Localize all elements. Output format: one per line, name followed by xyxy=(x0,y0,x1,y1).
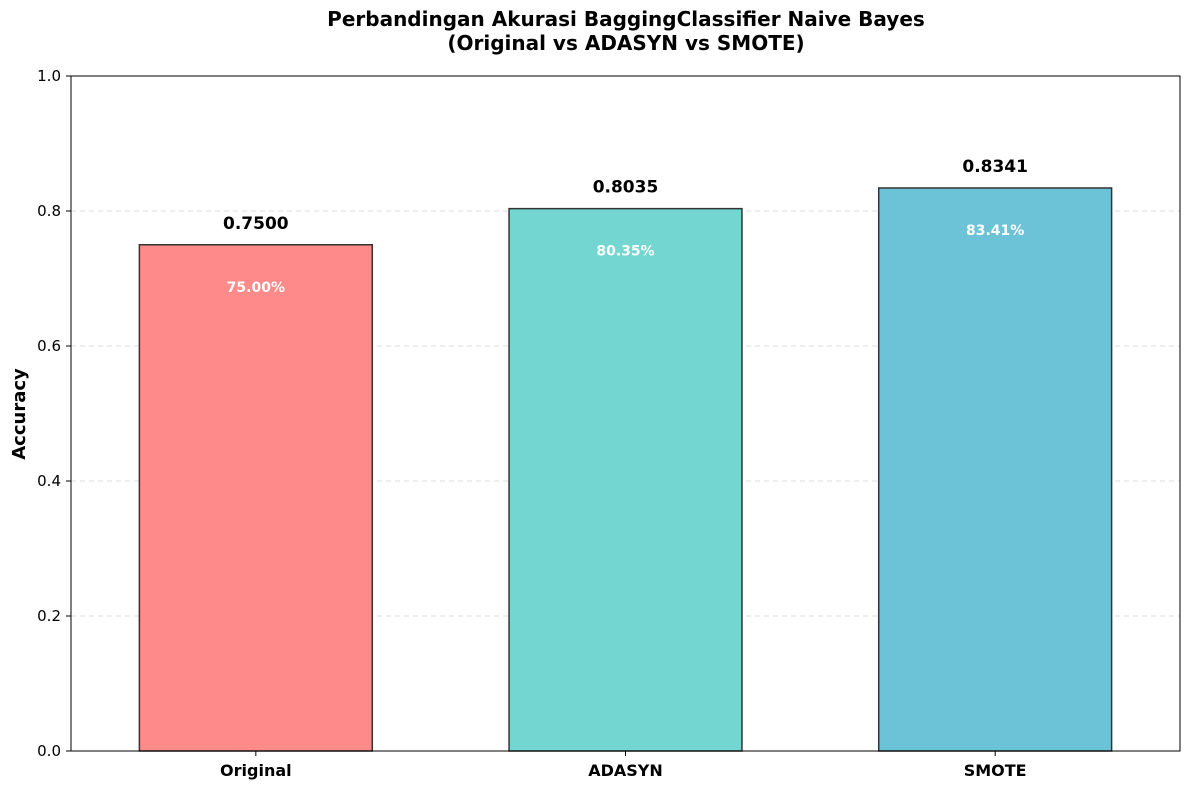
bar-adasyn xyxy=(508,207,743,752)
chart-title-line-2: (Original vs ADASYN vs SMOTE) xyxy=(447,31,804,55)
y-axis-label: Accuracy xyxy=(9,368,30,460)
y-tick-label: 0.6 xyxy=(37,337,61,355)
bars-group xyxy=(138,187,1113,752)
y-tick-label: 0.0 xyxy=(37,742,61,760)
x-tick-label: ADASYN xyxy=(588,761,663,780)
y-tick-label: 1.0 xyxy=(37,67,61,85)
x-ticks: Original ADASYN SMOTE xyxy=(220,751,1027,780)
percent-label: 83.41% xyxy=(966,223,1024,239)
value-label: 0.7500 xyxy=(223,214,289,234)
percent-label: 75.00% xyxy=(227,280,285,296)
y-tick-label: 0.2 xyxy=(37,607,61,625)
plot-frame xyxy=(70,75,1181,752)
y-tick-label: 0.8 xyxy=(37,202,61,220)
percent-label: 80.35% xyxy=(596,244,654,260)
y-tick-label: 0.4 xyxy=(37,472,61,490)
data-labels: 0.7500 75.00% 0.8035 80.35% 0.8341 83.41% xyxy=(223,157,1028,296)
bar-smote xyxy=(877,187,1113,752)
x-tick-label: Original xyxy=(220,761,292,780)
x-tick-label: SMOTE xyxy=(964,761,1027,780)
y-ticks: 0.0 0.2 0.4 0.6 0.8 1.0 xyxy=(37,67,71,760)
bar-original xyxy=(138,244,374,752)
value-label: 0.8035 xyxy=(593,178,659,198)
chart-title-line-1: Perbandingan Akurasi BaggingClassifier N… xyxy=(327,7,925,31)
value-label: 0.8341 xyxy=(962,157,1028,177)
